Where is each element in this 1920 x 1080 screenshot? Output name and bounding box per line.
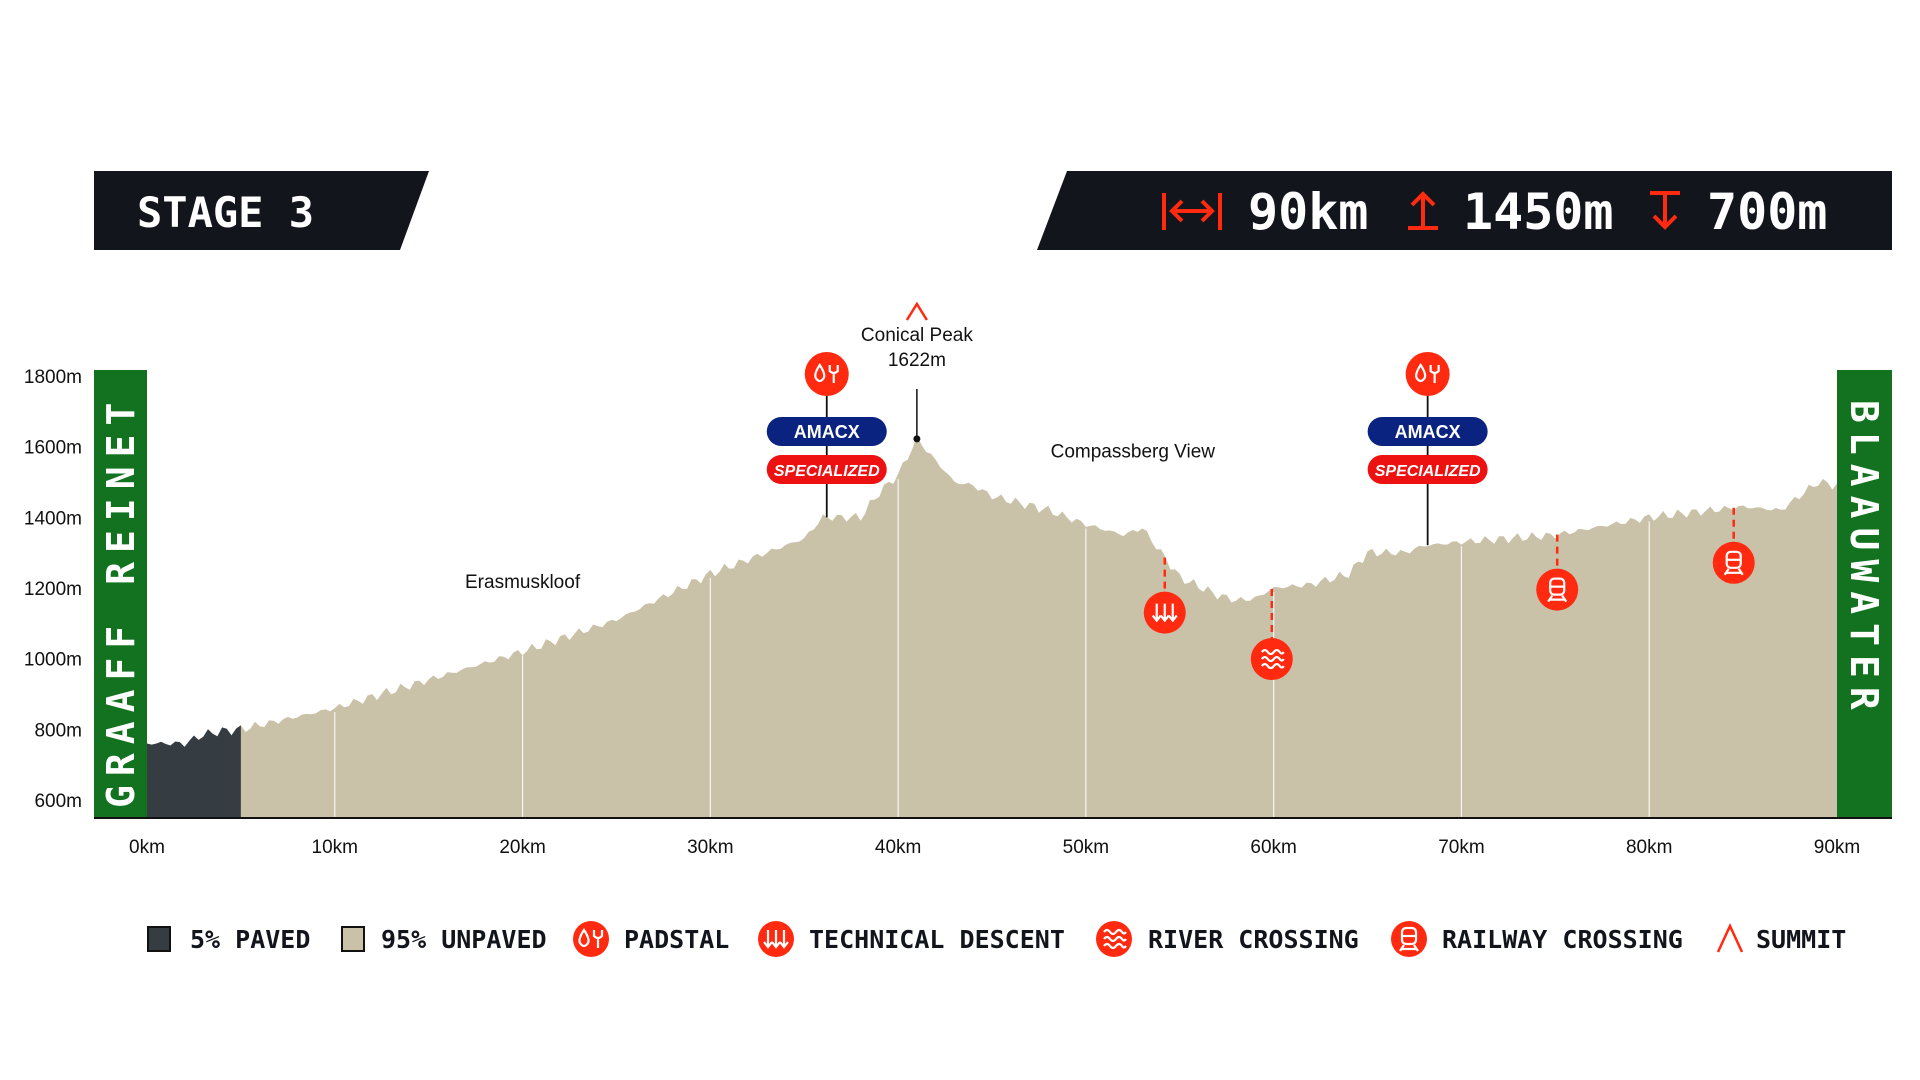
x-tick-label: 50km bbox=[1063, 837, 1109, 858]
x-tick-label: 80km bbox=[1626, 837, 1672, 858]
padstal-marker[interactable]: AMACX SPECIALIZED bbox=[1367, 352, 1488, 546]
place-label: Compassberg View bbox=[1051, 441, 1216, 462]
stage-banner bbox=[94, 171, 429, 250]
profile bbox=[147, 435, 1837, 818]
sponsor-badge-amacx bbox=[1367, 417, 1488, 446]
river-crossing-marker[interactable] bbox=[1250, 589, 1293, 681]
arrow-up-icon bbox=[1408, 191, 1438, 230]
legend-label: TECHNICAL DESCENT bbox=[809, 925, 1065, 954]
padstal-marker[interactable]: AMACX SPECIALIZED bbox=[766, 352, 887, 518]
summit-icon bbox=[905, 301, 928, 321]
ascent-value: 1450m bbox=[1463, 183, 1614, 241]
x-tick-label: 10km bbox=[312, 837, 358, 858]
y-tick-label: 1600m bbox=[24, 438, 82, 459]
technical-descent-icon bbox=[1151, 603, 1178, 623]
finish-label: BLAAUWATER bbox=[1842, 400, 1886, 719]
x-tick-label: 90km bbox=[1814, 837, 1860, 858]
legend-item: 5% PAVED bbox=[147, 925, 310, 954]
technical-descent-marker[interactable] bbox=[1143, 557, 1186, 634]
y-tick-label: 600m bbox=[34, 791, 82, 812]
legend: 5% PAVED 95% UNPAVED PADSTAL TECHNICAL DESC… bbox=[147, 921, 1846, 957]
stage-header: STAGE 3 bbox=[94, 171, 429, 250]
legend-item: SUMMIT bbox=[1716, 923, 1846, 954]
unpaved-swatch bbox=[341, 926, 365, 952]
legend-item: TECHNICAL DESCENT bbox=[758, 921, 1065, 957]
summit-point bbox=[913, 435, 921, 443]
y-tick-label: 1200m bbox=[24, 579, 82, 600]
axes: 0km 10km 20km 30km 40km 50km 60km 70km 80km 90km 6… bbox=[24, 367, 1892, 858]
technical-descent-icon bbox=[763, 930, 789, 949]
x-tick-label: 20km bbox=[499, 837, 545, 858]
x-tick-label: 0km bbox=[129, 837, 165, 858]
railway-crossing-marker[interactable] bbox=[1536, 534, 1579, 611]
sponsor-badge-amacx bbox=[766, 417, 887, 446]
descent-value: 700m bbox=[1707, 183, 1827, 241]
x-tick-label: 60km bbox=[1250, 837, 1296, 858]
start-label: GRAAFF REINET bbox=[99, 394, 143, 808]
stats-banner bbox=[1037, 171, 1892, 250]
y-tick-label: 800m bbox=[34, 720, 82, 741]
legend-item: RAILWAY CROSSING bbox=[1391, 921, 1683, 957]
sponsor-specialized-text: SPECIALIZED bbox=[774, 463, 880, 480]
river-crossing-icon bbox=[1103, 928, 1127, 950]
railway-crossing-marker[interactable] bbox=[1712, 507, 1755, 584]
legend-item: 95% UNPAVED bbox=[341, 925, 547, 954]
padstal-icon bbox=[814, 363, 839, 383]
railway-crossing-icon bbox=[1723, 550, 1744, 576]
padstal-icon bbox=[1415, 363, 1440, 383]
legend-label: SUMMIT bbox=[1756, 925, 1846, 954]
summit-elevation: 1622m bbox=[888, 350, 946, 371]
legend-label: PADSTAL bbox=[624, 925, 729, 954]
distance-arrows-icon bbox=[1162, 193, 1222, 230]
sponsor-specialized-text: SPECIALIZED bbox=[1375, 463, 1481, 480]
finish-bar bbox=[1837, 370, 1892, 818]
railway-crossing-icon bbox=[1547, 577, 1568, 603]
arrow-down-icon bbox=[1650, 191, 1680, 230]
sponsor-amacx-text: AMACX bbox=[1395, 422, 1461, 442]
legend-item: RIVER CROSSING bbox=[1096, 921, 1359, 957]
x-tick-label: 30km bbox=[687, 837, 733, 858]
summit-icon bbox=[1716, 923, 1744, 953]
legend-label: RAILWAY CROSSING bbox=[1442, 925, 1683, 954]
unpaved-section bbox=[240, 435, 1837, 818]
sponsor-badge-specialized bbox=[1367, 455, 1488, 484]
paved-section bbox=[147, 725, 241, 818]
y-tick-label: 1000m bbox=[24, 650, 82, 671]
x-tick-label: 70km bbox=[1438, 837, 1484, 858]
summit-name: Conical Peak bbox=[861, 325, 973, 346]
legend-label: 5% PAVED bbox=[190, 925, 310, 954]
legend-label: 95% UNPAVED bbox=[381, 925, 547, 954]
railway-crossing-icon bbox=[1399, 926, 1419, 952]
stage-title: STAGE 3 bbox=[137, 188, 314, 237]
y-tick-label: 1800m bbox=[24, 367, 82, 388]
place-label: Erasmuskloof bbox=[465, 572, 581, 593]
y-tick-label: 1400m bbox=[24, 508, 82, 529]
sponsor-amacx-text: AMACX bbox=[794, 422, 860, 442]
start-bar bbox=[94, 370, 147, 818]
padstal-icon bbox=[578, 928, 604, 948]
x-tick-label: 40km bbox=[875, 837, 921, 858]
markers: Conical Peak 1622m Erasmuskloof Compassberg… bbox=[465, 301, 1755, 681]
river-crossing-icon bbox=[1260, 648, 1285, 670]
legend-item: PADSTAL bbox=[573, 921, 729, 957]
stats-header: 90km 1450m 700m bbox=[1037, 171, 1892, 250]
paved-swatch bbox=[147, 926, 171, 952]
legend-label: RIVER CROSSING bbox=[1148, 925, 1359, 954]
sponsor-badge-specialized bbox=[766, 455, 887, 484]
distance-value: 90km bbox=[1248, 183, 1368, 241]
